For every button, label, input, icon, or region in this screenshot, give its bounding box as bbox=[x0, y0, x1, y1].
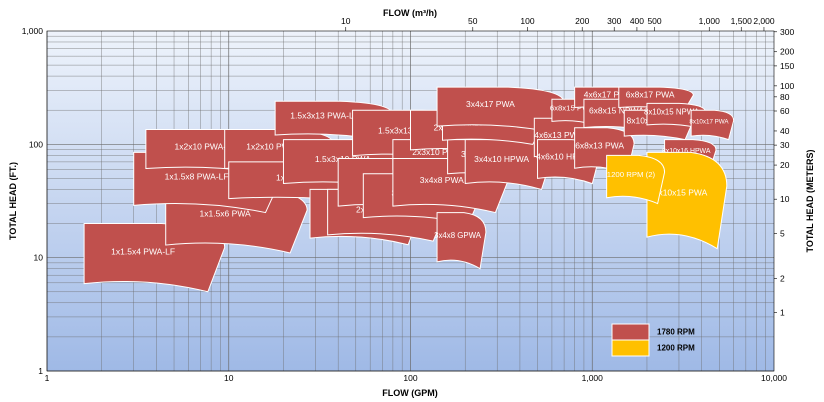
x2-tick-label: 100 bbox=[520, 16, 534, 26]
curve-shape bbox=[690, 109, 735, 141]
x-tick-label: 1 bbox=[45, 373, 50, 383]
x2-tick-label: 1,000 bbox=[699, 16, 721, 26]
y2-tick-label: 150 bbox=[780, 61, 794, 71]
curve-label: 8x10x15 NPWA bbox=[644, 107, 700, 116]
y-tick-label: 1 bbox=[38, 366, 43, 376]
x2-axis-title: FLOW (m³/h) bbox=[383, 8, 437, 18]
y2-tick-label: 5 bbox=[780, 228, 785, 238]
curve-label: 3x4x10 HPWA bbox=[474, 154, 529, 164]
curve-label: 1x1.5x6 PWA bbox=[200, 209, 252, 219]
curve-label: 2x3x10 PWA bbox=[412, 147, 461, 157]
x2-tick-label: 10 bbox=[341, 16, 351, 26]
x-tick-label: 1,000 bbox=[582, 373, 604, 383]
x2-tick-label: 500 bbox=[647, 16, 661, 26]
curve-label: 6x8x13 PWA bbox=[575, 140, 624, 150]
x2-tick-label: 400 bbox=[630, 16, 644, 26]
curve-label: 1x1.5x8 PWA-LF bbox=[165, 171, 229, 181]
curve-shape bbox=[646, 151, 728, 250]
legend-swatch-1780 bbox=[611, 323, 650, 341]
x-axis-title: FLOW (GPM) bbox=[382, 388, 438, 398]
curve-label: 3x4x8 PWA bbox=[420, 175, 464, 185]
x-tick-label: 10 bbox=[224, 373, 234, 383]
y2-tick-label: 2 bbox=[780, 273, 785, 283]
legend-label-1200: 1200 RPM bbox=[657, 344, 695, 353]
curve-label: 4x6x10 HPWA bbox=[536, 151, 591, 161]
curve-label: 6x8x15 PWA bbox=[550, 104, 595, 113]
curve-label: 1.5x3x13 PWA bbox=[378, 125, 434, 135]
curve-shape bbox=[436, 212, 487, 270]
curve-label: 1200 RPM (2) bbox=[607, 170, 656, 179]
curve-label: 8x10x17 PWA bbox=[689, 118, 729, 125]
y2-tick-label: 300 bbox=[780, 27, 794, 37]
y2-tick-label: 20 bbox=[780, 160, 790, 170]
legend-label-1780: 1780 RPM bbox=[657, 328, 695, 337]
x-tick-label: 10,000 bbox=[761, 373, 787, 383]
plot-border bbox=[46, 30, 775, 372]
y-tick-label: 10 bbox=[34, 253, 44, 263]
x2-tick-label: 2,000 bbox=[753, 16, 775, 26]
y2-tick-label: 40 bbox=[780, 126, 790, 136]
axis-ticks: 1 10 100 1,000 10,000 1 10 100 1,000 10 50 100 200 30… bbox=[22, 16, 795, 383]
x2-tick-label: 200 bbox=[575, 16, 589, 26]
y2-tick-label: 100 bbox=[780, 81, 794, 91]
x2-tick-label: 1,500 bbox=[731, 16, 753, 26]
curve-label: 4x6x13 PWA bbox=[534, 130, 583, 140]
curve-label: 1.5x3x13 PWA-LF bbox=[290, 111, 359, 121]
curve-label: 6x8x15 NPWA bbox=[589, 106, 644, 116]
y-tick-label: 100 bbox=[29, 139, 43, 149]
curve-label: 3x4x17 PWA bbox=[466, 99, 515, 109]
y-tick-label: 1,000 bbox=[22, 26, 44, 36]
curve-label: 1x2x10 PWA bbox=[246, 141, 295, 151]
curve-shapes: 1x1.5x4 PWA-LF 1x1.5x6 PWA 1x1.5x8 PWA-LF 1… bbox=[83, 86, 735, 293]
y2-tick-label: 10 bbox=[780, 194, 790, 204]
curve-label: 8x10x16 HPWA bbox=[662, 148, 711, 155]
x2-tick-label: 50 bbox=[468, 16, 478, 26]
curve-label: 8x10x15 PWA bbox=[654, 188, 708, 198]
curve-label: 1x1.5x4 PWA-LF bbox=[111, 246, 175, 256]
x2-tick-label: 300 bbox=[607, 16, 621, 26]
curve-label: 3x4x8 GPWA bbox=[434, 231, 482, 240]
y2-axis-title: TOTAL HEAD (METERS) bbox=[805, 149, 815, 252]
legend: 1780 RPM 1200 RPM bbox=[611, 323, 695, 357]
curve-shape bbox=[606, 154, 666, 205]
curve-label: 4x6x17 PWA bbox=[584, 89, 633, 99]
y2-tick-label: 60 bbox=[780, 106, 790, 116]
curve-label: 6x8x17 PWA bbox=[626, 89, 675, 99]
x-tick-label: 100 bbox=[403, 373, 417, 383]
y2-tick-label: 80 bbox=[780, 92, 790, 102]
curve-label: 1x2x10 PWA-LF bbox=[174, 141, 236, 151]
y2-tick-label: 30 bbox=[780, 140, 790, 150]
y-axis-title: TOTAL HEAD (FT.) bbox=[8, 162, 18, 240]
y2-tick-label: 1 bbox=[780, 308, 785, 318]
y2-tick-label: 200 bbox=[780, 47, 794, 57]
legend-swatch-1200 bbox=[611, 339, 650, 357]
